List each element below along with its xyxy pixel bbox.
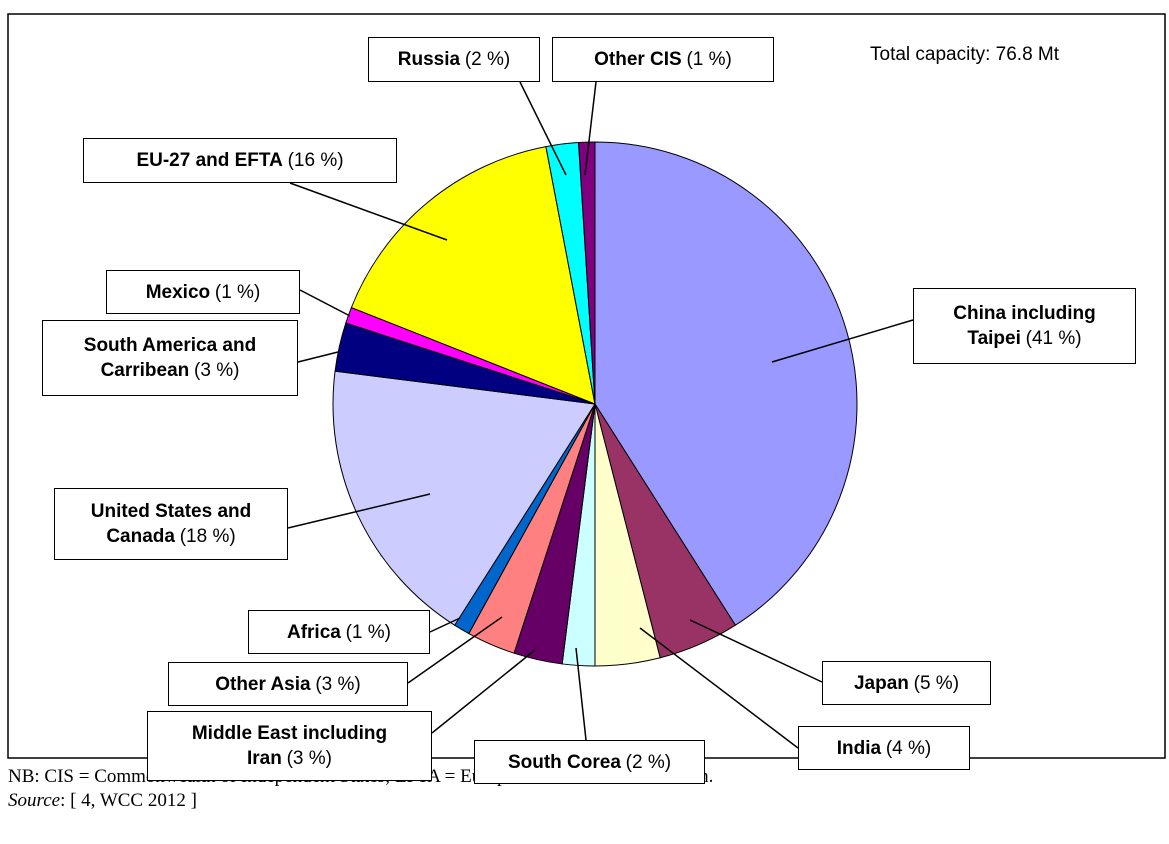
leader-line	[429, 617, 461, 633]
slice-label-text: Africa (1 %)	[287, 620, 391, 645]
category-name: Middle East including Iran	[191, 723, 388, 769]
value-label: (16 %)	[287, 150, 344, 171]
leader-line	[639, 627, 799, 749]
leader-line	[299, 289, 351, 317]
leader-line	[407, 616, 503, 684]
slice-label: Other Asia (3 %)	[168, 662, 408, 706]
value-label: (1 %)	[345, 621, 391, 643]
leader-line	[575, 647, 587, 741]
slice-label: South Corea (2 %)	[474, 740, 705, 784]
value-label: (3 %)	[315, 673, 361, 695]
pie-slice	[332, 370, 596, 626]
slice-label-text: China including Taipei (41 %)	[924, 301, 1125, 351]
value-label: (5 %)	[913, 672, 960, 694]
leader-line	[584, 81, 597, 176]
slice-label: Japan (5 %)	[822, 661, 991, 705]
value-label: (1 %)	[686, 49, 732, 70]
slice-label: China including Taipei (41 %)	[913, 288, 1136, 364]
value-label: (1 %)	[214, 281, 261, 303]
leader-line	[297, 351, 339, 363]
leader-line	[771, 319, 914, 363]
category-name: China including Taipei	[953, 303, 1096, 349]
leader-line	[289, 182, 448, 241]
slice-label-text: India (4 %)	[837, 736, 932, 761]
leader-line	[287, 493, 431, 529]
leader-line	[519, 81, 567, 176]
category-name: Africa	[286, 621, 341, 643]
source: Source: [ 4, WCC 2012 ]	[8, 790, 197, 812]
value-label: (4 %)	[885, 737, 932, 759]
slice-label: Other CIS (1 %)	[552, 37, 774, 82]
leader-line	[431, 649, 536, 734]
value-label: (2 %)	[625, 751, 672, 773]
slice-label-text: Other Asia (3 %)	[215, 672, 361, 697]
slice-label-text: Middle East including Iran (3 %)	[158, 721, 421, 771]
category-name: Japan	[853, 672, 909, 694]
slice-label: India (4 %)	[798, 726, 970, 770]
slice-label-text: EU-27 and EFTA (16 %)	[136, 148, 343, 173]
total-capacity: Total capacity: 76.8 Mt	[870, 44, 1060, 65]
pie-slice	[578, 141, 596, 405]
slice-label-text: Russia (2 %)	[398, 47, 510, 72]
value-label: (18 %)	[179, 526, 236, 547]
source-text: : [ 4, WCC 2012 ]	[60, 790, 197, 811]
category-name: Mexico	[145, 281, 211, 303]
category-name: India	[836, 737, 882, 759]
category-name: United States and Canada	[90, 501, 252, 547]
slice-label: Russia (2 %)	[368, 37, 540, 82]
source-label: Source	[8, 790, 61, 811]
value-label: (3 %)	[194, 360, 240, 381]
category-name: Other Asia	[215, 673, 311, 695]
slice-label: Mexico (1 %)	[106, 270, 300, 314]
slice-label: Middle East including Iran (3 %)	[147, 711, 432, 781]
slice-label: South America and Carribean (3 %)	[42, 320, 298, 396]
slice-label-text: Mexico (1 %)	[146, 280, 261, 305]
value-label: (2 %)	[464, 49, 511, 70]
category-name: Russia	[397, 49, 461, 70]
category-name: South Corea	[507, 751, 621, 773]
leader-line	[689, 619, 823, 683]
slice-label-text: Japan (5 %)	[854, 671, 959, 696]
value-label: (3 %)	[286, 748, 332, 769]
category-name: EU-27 and EFTA	[136, 150, 283, 171]
pie-slice	[594, 141, 858, 626]
category-name: South America and Carribean	[83, 335, 257, 381]
slice-label: EU-27 and EFTA (16 %)	[83, 138, 397, 183]
slice-label: United States and Canada (18 %)	[54, 488, 288, 560]
slice-label-text: United States and Canada (18 %)	[65, 499, 277, 549]
slice-label-text: Other CIS (1 %)	[594, 47, 732, 72]
slice-label-text: South America and Carribean (3 %)	[53, 333, 287, 383]
pie-slice	[350, 146, 596, 405]
slice-label-text: South Corea (2 %)	[508, 750, 671, 775]
slice-label: Africa (1 %)	[248, 610, 430, 654]
value-label: (41 %)	[1025, 328, 1082, 349]
category-name: Other CIS	[594, 49, 682, 70]
